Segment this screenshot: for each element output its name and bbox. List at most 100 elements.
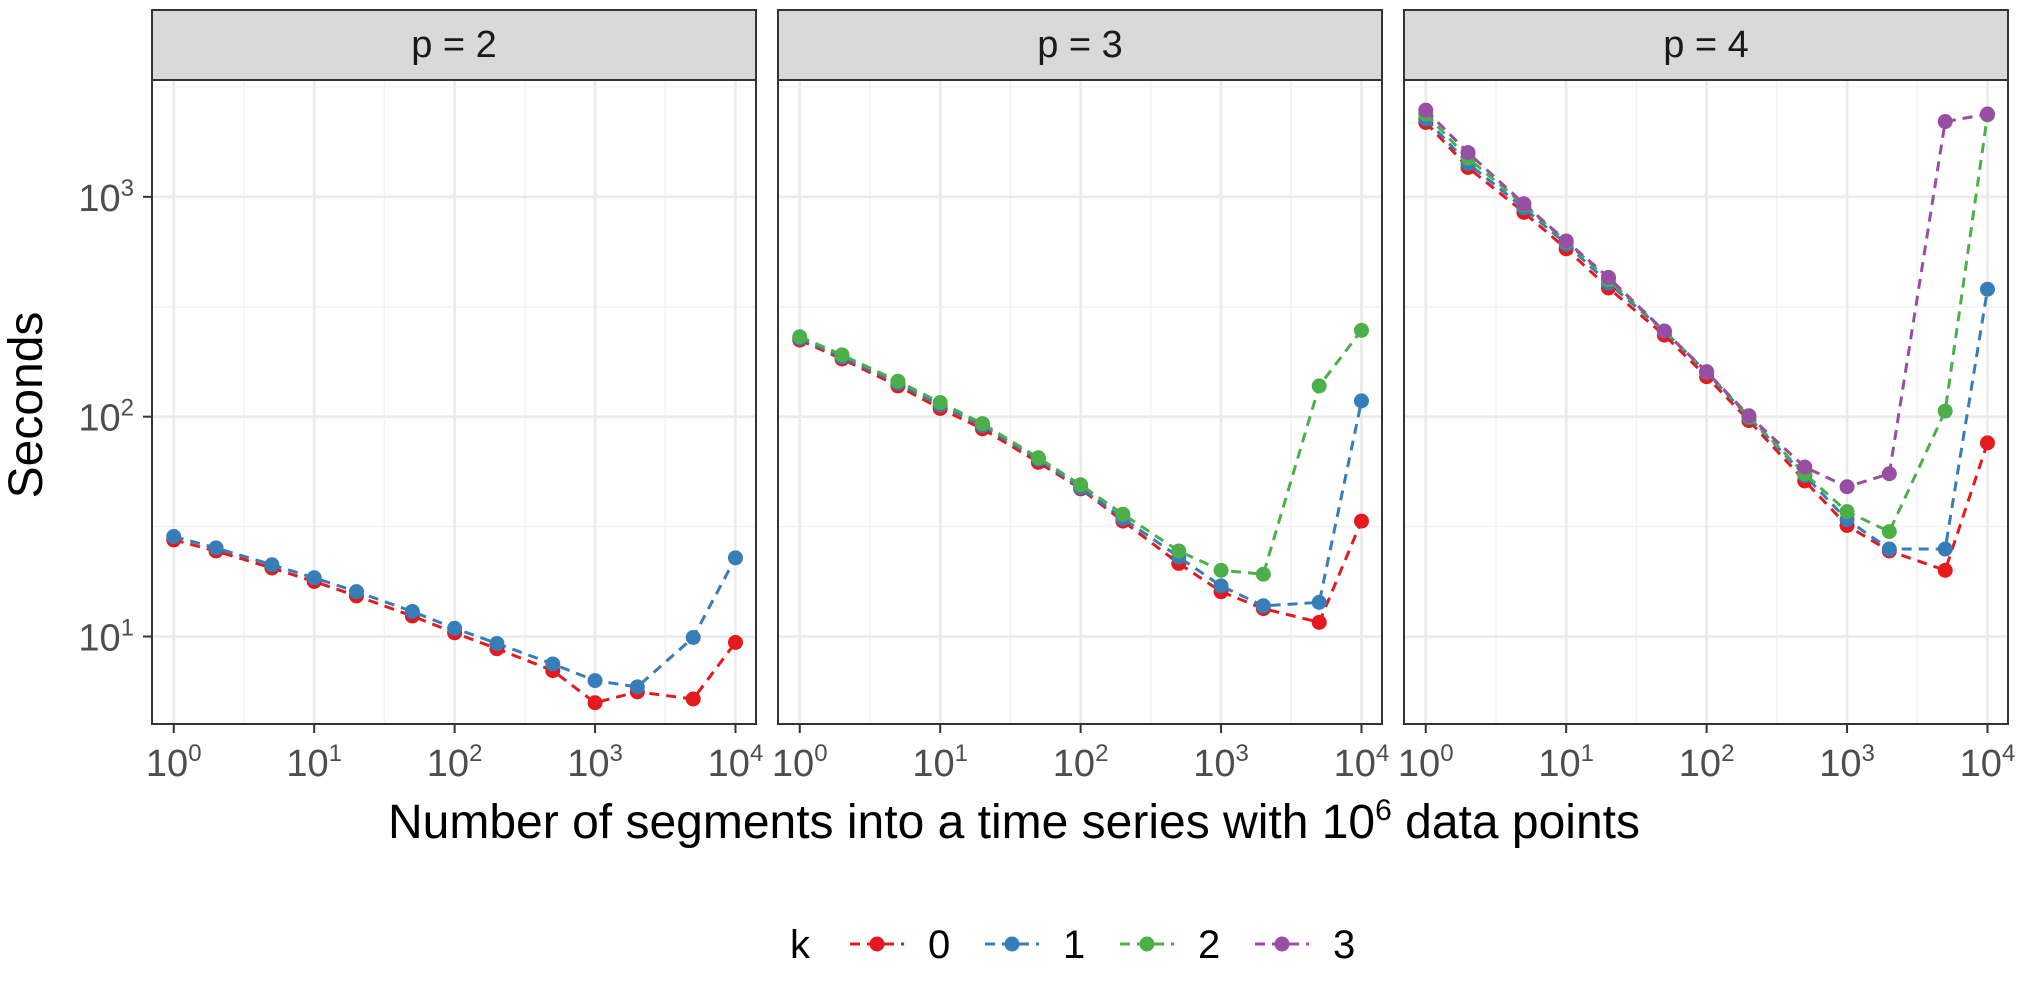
facet-strip-label: p = 3 [1037,24,1123,66]
x-axis-title-suffix: data points [1392,796,1640,849]
data-point [1353,393,1369,409]
x-tick-label: 100 [772,740,828,785]
data-point [1115,506,1131,522]
data-point [1255,598,1271,614]
data-point [447,620,463,636]
facet-strip-label: p = 2 [411,24,497,66]
data-point [1881,541,1897,557]
data-point [1741,408,1757,424]
data-point [1881,466,1897,482]
data-point [1937,403,1953,419]
x-tick-label: 100 [146,740,202,785]
x-tick-label: 101 [1538,740,1594,785]
legend-label: 2 [1198,923,1220,967]
data-point [932,395,948,411]
data-point [834,347,850,363]
facet-strip-label: p = 4 [1663,24,1749,66]
x-tick-label: 102 [427,740,483,785]
data-point [1213,578,1229,594]
facet-strip [1403,9,2009,81]
facet-strip [777,9,1383,81]
data-point [792,329,808,345]
legend-entries: 0 1 2 3 [850,923,1355,967]
legend: k 0 1 2 3 [790,923,1355,967]
data-point [1937,562,1953,578]
data-point [1171,543,1187,559]
legend-title: k [790,923,811,967]
data-point [1937,541,1953,557]
data-point [1797,459,1813,475]
legend-label: 3 [1333,923,1355,967]
legend-label: 1 [1063,923,1085,967]
x-tick-label: 103 [1819,740,1875,785]
panel-p3: p = 3 100 101 102 103 104 [772,9,1390,785]
x-tick-label: 104 [1960,740,2016,785]
data-point [974,416,990,432]
facet-strip [151,9,757,81]
series-k1 [166,529,743,695]
data-point [1255,566,1271,582]
data-point [890,373,906,389]
data-point [166,529,182,545]
data-point [348,584,364,600]
y-tick-label: 103 [78,175,134,220]
data-point [306,570,322,586]
gridlines [152,80,756,724]
legend-label: 0 [928,923,950,967]
data-point [1656,323,1672,339]
data-point [1418,102,1434,118]
panel-p2: p = 2 100 101 102 103 104 101 102 103 [78,9,764,785]
data-point [1516,196,1532,212]
x-axis-title-superscript: 6 [1375,794,1392,827]
x-tick-label: 103 [1193,740,1249,785]
data-point [685,691,701,707]
data-point [1839,504,1855,520]
x-axis-title: Number of segments into a time series wi… [388,794,1640,849]
x-axis-title-main: Number of segments into a time series wi… [388,796,1375,849]
data-point [1353,322,1369,338]
data-point [1937,114,1953,130]
x-tick-label: 102 [1679,740,1735,785]
y-tick-label: 101 [78,615,134,660]
data-point [1600,269,1616,285]
y-axis-title: Seconds [0,312,53,499]
data-point [1073,477,1089,493]
x-tick-label: 103 [567,740,623,785]
series-k2 [792,322,1369,582]
data-point [1558,233,1574,249]
data-point [1839,479,1855,495]
data-point [1213,562,1229,578]
data-point [1353,513,1369,529]
series-k3 [1418,102,1995,495]
data-point [587,695,603,711]
data-point [404,603,420,619]
data-point [1311,614,1327,630]
legend-entry-k2: 2 [1120,923,1220,967]
data-point [1979,281,1995,297]
x-tick-label: 104 [1334,740,1390,785]
legend-key-point [1274,936,1290,952]
data-point [489,635,505,651]
x-tick-label: 101 [912,740,968,785]
data-point [1979,106,1995,122]
data-point [629,679,645,695]
gridlines [1404,80,2008,724]
x-tick-label: 104 [708,740,764,785]
x-tick-label: 101 [286,740,342,785]
data-point [545,656,561,672]
legend-key-point [1139,936,1155,952]
data-point [1881,524,1897,540]
data-point [1030,450,1046,466]
data-point [1311,378,1327,394]
data-point [1699,364,1715,380]
data-point [587,673,603,689]
legend-key-point [869,936,885,952]
panel-p4: p = 4 100 101 102 103 104 [1398,9,2016,785]
data-point [1460,145,1476,161]
x-tick-label: 102 [1053,740,1109,785]
legend-key-point [1004,936,1020,952]
data-point [264,557,280,573]
y-tick-label: 102 [78,395,134,440]
